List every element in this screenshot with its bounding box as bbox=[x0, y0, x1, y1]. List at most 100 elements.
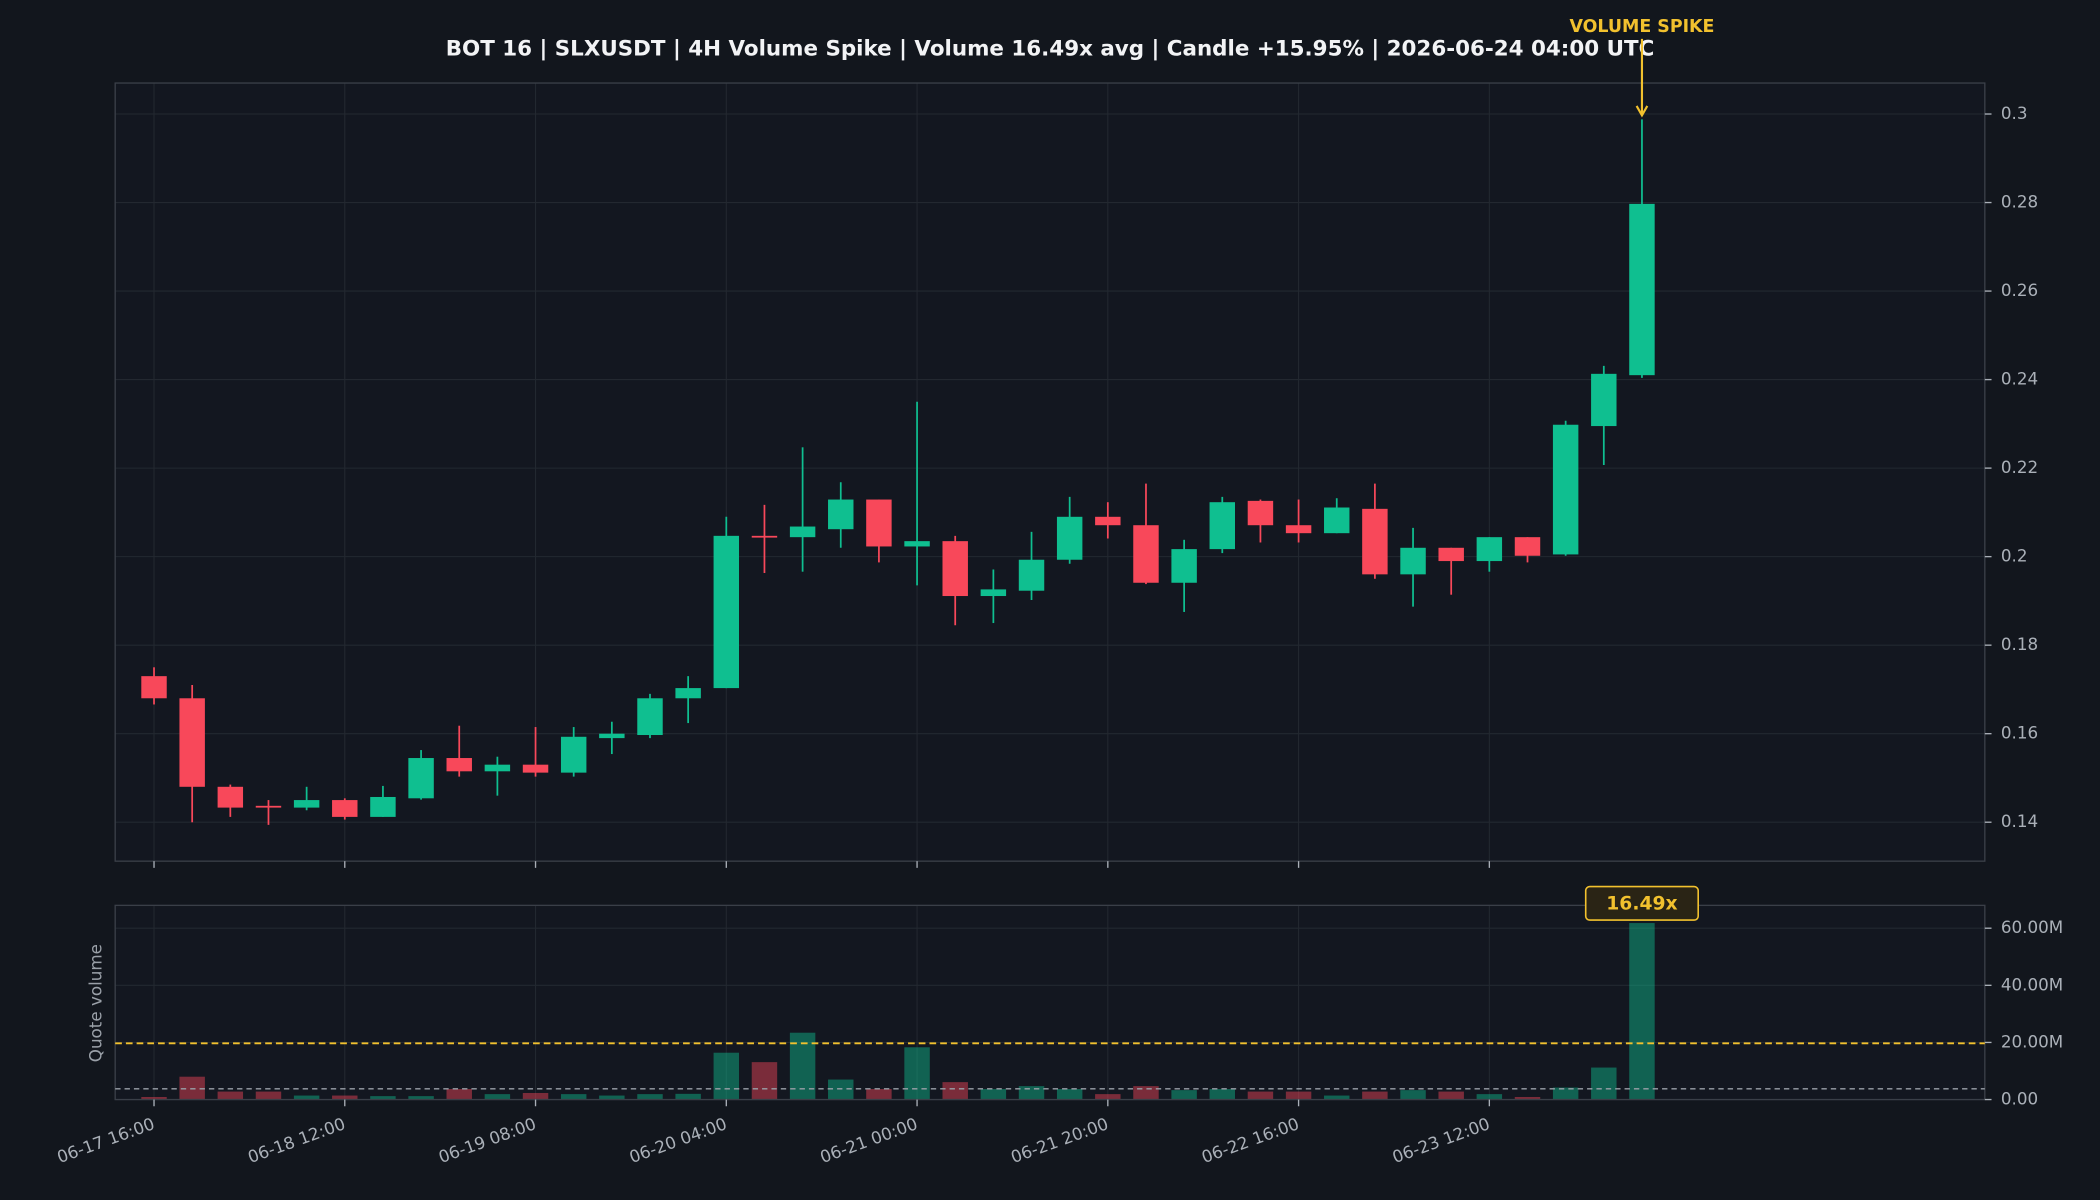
candle-body bbox=[789, 526, 816, 538]
volume-bar bbox=[637, 1094, 663, 1100]
candle-body bbox=[484, 764, 511, 772]
volume-bar bbox=[255, 1091, 282, 1100]
y-tick-label: 0.2 bbox=[2001, 546, 2028, 566]
candle-body bbox=[522, 764, 549, 773]
volume-bar bbox=[828, 1079, 854, 1100]
volume-bar bbox=[560, 1094, 587, 1100]
candle-body bbox=[599, 733, 625, 739]
volume-bar bbox=[1438, 1091, 1464, 1100]
volume-bar bbox=[942, 1082, 968, 1100]
volume-bar bbox=[332, 1095, 358, 1100]
candle-body bbox=[1400, 547, 1426, 575]
volume-bar bbox=[1514, 1096, 1541, 1100]
candle-body bbox=[1095, 516, 1121, 526]
volume-bar bbox=[1400, 1090, 1426, 1100]
volume-bar bbox=[1362, 1091, 1388, 1100]
candle-body bbox=[255, 805, 282, 808]
candle-body bbox=[1438, 547, 1464, 562]
volume-bar bbox=[446, 1088, 472, 1100]
candle-body bbox=[904, 541, 930, 547]
volume-bar bbox=[1133, 1086, 1159, 1100]
volume-bar bbox=[866, 1088, 892, 1100]
candle-body bbox=[980, 589, 1007, 597]
volume-bar bbox=[1476, 1094, 1503, 1100]
candle-body bbox=[293, 800, 320, 808]
candle-body bbox=[446, 758, 472, 772]
y-tick-label: 0.28 bbox=[2001, 192, 2038, 212]
volume-bar bbox=[599, 1095, 625, 1100]
volume-bar bbox=[1591, 1067, 1617, 1100]
candle-body bbox=[1209, 502, 1236, 550]
candle-body bbox=[828, 499, 854, 530]
candle-body bbox=[1476, 537, 1503, 562]
annotation-box bbox=[1584, 885, 1700, 921]
volume-bar bbox=[1629, 923, 1655, 1100]
y-tick-label: 40.00M bbox=[2001, 974, 2063, 994]
volume-bar bbox=[980, 1088, 1007, 1100]
volume-bar bbox=[1552, 1087, 1579, 1100]
volume-bar bbox=[217, 1091, 244, 1100]
annotation-label: VOLUME SPIKE bbox=[1569, 17, 1714, 37]
candle-body bbox=[1552, 424, 1579, 555]
y-axis-label: Quote volume bbox=[85, 944, 105, 1062]
y-tick-label: 60.00M bbox=[2001, 917, 2063, 937]
volume-bar bbox=[1171, 1090, 1197, 1100]
volume-bar bbox=[408, 1096, 434, 1100]
volume-bar bbox=[675, 1093, 701, 1100]
volume-bar bbox=[1095, 1094, 1121, 1100]
candle-body bbox=[637, 698, 663, 736]
volume-bar bbox=[1056, 1088, 1083, 1100]
candle-body bbox=[217, 786, 244, 808]
candle-body bbox=[1171, 549, 1197, 583]
y-tick-label: 0.3 bbox=[2001, 103, 2028, 123]
candle-body bbox=[1362, 508, 1388, 575]
candle-body bbox=[1514, 537, 1541, 556]
volume-bar bbox=[1209, 1088, 1236, 1100]
candle-body bbox=[370, 796, 396, 817]
chart-title: BOT 16 | SLXUSDT | 4H Volume Spike | Vol… bbox=[446, 37, 1655, 62]
candle-body bbox=[1247, 500, 1274, 526]
candle-body bbox=[751, 535, 778, 538]
volume-bar bbox=[179, 1076, 205, 1100]
candle-body bbox=[1133, 525, 1159, 583]
y-tick-label: 0.18 bbox=[2001, 634, 2038, 654]
candle-body bbox=[1285, 525, 1312, 534]
candle-body bbox=[408, 758, 434, 799]
volume-bar bbox=[1324, 1095, 1350, 1100]
y-tick-label: 0.16 bbox=[2001, 723, 2038, 743]
volume-bar bbox=[1018, 1086, 1045, 1100]
candle-body bbox=[713, 535, 740, 689]
candle-body bbox=[332, 800, 358, 817]
y-tick-label: 20.00M bbox=[2001, 1031, 2063, 1051]
volume-bar bbox=[713, 1052, 740, 1100]
volume-bar bbox=[370, 1096, 396, 1100]
y-tick-label: 0.22 bbox=[2001, 457, 2038, 477]
candle-body bbox=[942, 541, 968, 597]
y-tick-label: 0.00 bbox=[2001, 1089, 2038, 1109]
volume-bar bbox=[1247, 1091, 1274, 1100]
annotation-arrowhead bbox=[1635, 105, 1649, 118]
volume-bar bbox=[904, 1047, 930, 1100]
candle-body bbox=[1018, 559, 1045, 591]
volume-bar bbox=[751, 1062, 778, 1100]
candle-body bbox=[866, 499, 892, 547]
candle-body bbox=[1056, 516, 1083, 560]
candle-body bbox=[179, 698, 205, 787]
volume-bars bbox=[141, 923, 1655, 1100]
volume-panel bbox=[115, 905, 1985, 1100]
volume-bar bbox=[293, 1095, 320, 1100]
candle-body bbox=[141, 676, 167, 699]
volume-bar bbox=[141, 1096, 167, 1100]
y-tick-label: 0.26 bbox=[2001, 280, 2038, 300]
price-frame bbox=[114, 82, 1986, 862]
price-panel bbox=[115, 83, 1985, 862]
candle-body bbox=[1324, 507, 1350, 534]
candle-body bbox=[675, 688, 701, 699]
volume-bar bbox=[1285, 1091, 1312, 1100]
y-tick-label: 0.24 bbox=[2001, 369, 2038, 389]
volume-frame bbox=[114, 904, 1986, 1101]
candle-body bbox=[1629, 203, 1655, 376]
y-tick-label: 0.14 bbox=[2001, 811, 2038, 831]
volume-bar bbox=[522, 1092, 549, 1100]
